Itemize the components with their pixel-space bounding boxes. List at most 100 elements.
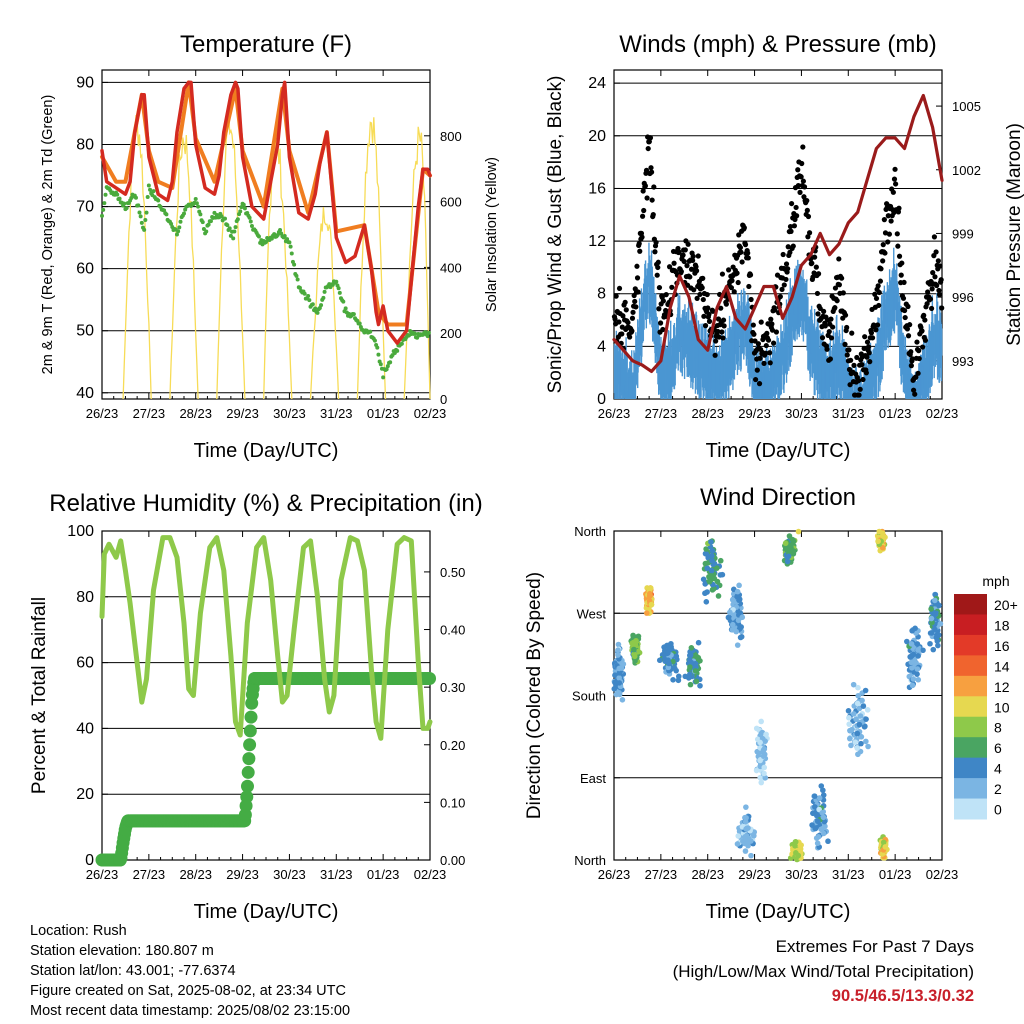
dewpoint-point bbox=[249, 223, 254, 228]
gust-point bbox=[881, 217, 887, 223]
gust-point bbox=[842, 341, 848, 347]
dewpoint-point bbox=[388, 360, 393, 365]
gust-point bbox=[701, 313, 707, 319]
gust-point bbox=[936, 287, 942, 294]
x-tick-label: 02/23 bbox=[926, 406, 959, 421]
direction-point bbox=[814, 840, 821, 847]
gust-point bbox=[613, 293, 619, 299]
direction-point bbox=[616, 670, 623, 676]
direction-point bbox=[909, 682, 916, 689]
direction-point bbox=[729, 626, 736, 633]
dewpoint-point bbox=[136, 203, 141, 208]
gust-point bbox=[769, 321, 775, 327]
direction-point bbox=[858, 733, 865, 740]
direction-point bbox=[709, 548, 716, 554]
gust-point bbox=[748, 296, 754, 303]
dewpoint-point bbox=[182, 211, 186, 216]
gust-point bbox=[885, 239, 891, 245]
gust-point bbox=[704, 291, 710, 298]
direction-point bbox=[695, 639, 702, 646]
direction-point bbox=[932, 597, 938, 604]
location-text: Location: Rush bbox=[30, 923, 127, 939]
gust-point bbox=[891, 176, 898, 182]
gust-point bbox=[720, 317, 727, 323]
y-tick-label: East bbox=[580, 771, 606, 786]
y-tick-label: 0 bbox=[85, 852, 94, 869]
y-tick-label: 20 bbox=[588, 128, 606, 145]
gust-point bbox=[905, 303, 911, 310]
dewpoint-point bbox=[117, 196, 122, 201]
direction-point bbox=[812, 804, 818, 810]
direction-point bbox=[858, 740, 864, 747]
y-tick-label: 60 bbox=[76, 655, 94, 672]
y2-tick-label: 0 bbox=[440, 392, 447, 407]
dewpoint-point bbox=[256, 234, 261, 239]
direction-point bbox=[738, 633, 745, 640]
gust-point bbox=[757, 355, 763, 361]
gust-point bbox=[706, 311, 712, 317]
gust-point bbox=[750, 322, 756, 328]
direction-point bbox=[818, 783, 825, 789]
gust-point bbox=[693, 268, 700, 274]
y2-axis-label: Station Pressure (Maroon) bbox=[1004, 123, 1024, 346]
gust-point bbox=[830, 324, 836, 330]
direction-point bbox=[688, 659, 695, 666]
dewpoint-point bbox=[315, 310, 320, 315]
y-tick-label: 12 bbox=[588, 233, 606, 250]
direction-point bbox=[757, 739, 763, 746]
gust-point bbox=[647, 135, 654, 141]
x-tick-label: 27/23 bbox=[133, 406, 166, 421]
dewpoint-point bbox=[194, 201, 199, 206]
gust-point bbox=[781, 282, 787, 288]
direction-point bbox=[816, 795, 823, 801]
gust-point bbox=[654, 272, 660, 278]
gust-point bbox=[842, 312, 849, 318]
gust-point bbox=[723, 301, 729, 307]
dewpoint-point bbox=[204, 229, 209, 234]
direction-point bbox=[875, 538, 881, 545]
gust-point bbox=[933, 249, 939, 255]
gust-point bbox=[799, 160, 805, 167]
direction-point bbox=[656, 657, 663, 664]
dewpoint-point bbox=[375, 345, 380, 350]
gust-point bbox=[705, 305, 711, 311]
x-tick-label: 02/23 bbox=[926, 867, 959, 882]
gust-point bbox=[693, 264, 699, 270]
direction-point bbox=[848, 742, 854, 749]
plot-frame bbox=[101, 69, 431, 400]
gust-point bbox=[695, 253, 701, 259]
dewpoint-point bbox=[269, 236, 274, 241]
y-tick-label: 4 bbox=[597, 338, 606, 355]
gust-point bbox=[819, 335, 826, 341]
gust-point bbox=[763, 342, 769, 349]
direction-point bbox=[693, 678, 700, 685]
dewpoint-point bbox=[321, 295, 326, 300]
x-axis-label: Time (Day/UTC) bbox=[194, 440, 339, 462]
y-tick-label: 80 bbox=[76, 136, 94, 153]
station-info: Location: Rush Station elevation: 180.80… bbox=[30, 921, 350, 1021]
y-tick-label: 40 bbox=[76, 720, 94, 737]
direction-point bbox=[797, 846, 803, 853]
dewpoint-point bbox=[292, 262, 297, 267]
gust-point bbox=[685, 241, 691, 247]
gust-point bbox=[697, 291, 703, 298]
gust-point bbox=[739, 259, 745, 265]
y-tick-label: North bbox=[574, 524, 606, 539]
dewpoint-point bbox=[313, 306, 318, 311]
dewpoint-point bbox=[115, 192, 120, 197]
direction-point bbox=[850, 711, 857, 717]
gust-point bbox=[742, 242, 749, 248]
direction-point bbox=[666, 660, 672, 667]
direction-point bbox=[879, 544, 886, 551]
colorbar-swatch bbox=[954, 655, 987, 677]
x-tick-label: 28/23 bbox=[691, 406, 724, 421]
dewpoint-point bbox=[142, 227, 147, 232]
insolation-line bbox=[169, 134, 199, 400]
direction-point bbox=[714, 565, 720, 571]
gust-point bbox=[612, 316, 618, 322]
direction-point bbox=[729, 621, 736, 628]
direction-point bbox=[820, 792, 827, 798]
gust-point bbox=[634, 275, 641, 281]
y2-tick-label: 999 bbox=[952, 226, 974, 241]
gust-point bbox=[851, 362, 857, 368]
